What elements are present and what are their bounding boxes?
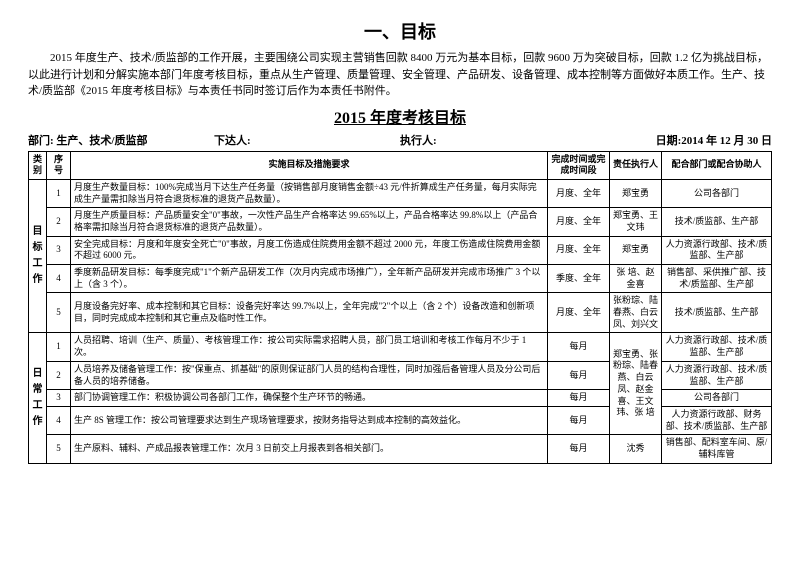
th-seq: 序号 xyxy=(47,151,71,179)
cell-resp: 沈秀 xyxy=(610,435,662,463)
cell-seq: 3 xyxy=(47,390,71,407)
meta-issuer: 下达人: xyxy=(214,132,400,148)
cell-coop: 销售部、配料室车间、原/辅料库管 xyxy=(662,435,772,463)
meta-date: 日期:2014 年 12 月 30 日 xyxy=(586,132,772,148)
cell-seq: 2 xyxy=(47,361,71,389)
cell-seq: 4 xyxy=(47,406,71,434)
cell-coop: 公司各部门 xyxy=(662,179,772,207)
meta-row: 部门: 生产、技术/质监部 下达人: 执行人: 日期:2014 年 12 月 3… xyxy=(28,132,772,148)
cell-desc: 季度新品研发目标：每季度完成"1"个新产品研发工作（次月内完成市场推广），全年新… xyxy=(71,265,548,293)
table-body: 目标工作1月度生产数量目标：100%完成当月下达生产任务量（按销售部月度销售金额… xyxy=(29,179,772,463)
cell-time: 每月 xyxy=(548,390,610,407)
intro-paragraph: 2015 年度生产、技术/质监部的工作开展，主要围绕公司实现主营销售回款 840… xyxy=(28,50,772,100)
cell-desc: 月度生产质量目标：产品质量安全"0"事故，一次性产品生产合格率达 99.65%以… xyxy=(71,208,548,236)
table-row: 目标工作1月度生产数量目标：100%完成当月下达生产任务量（按销售部月度销售金额… xyxy=(29,179,772,207)
cell-seq: 1 xyxy=(47,179,71,207)
cell-time: 每月 xyxy=(548,406,610,434)
cell-coop: 销售部、采供推广部、技术/质监部、生产部 xyxy=(662,265,772,293)
cell-seq: 5 xyxy=(47,293,71,333)
cell-time: 每月 xyxy=(548,333,610,361)
table-row: 5月度设备完好率、成本控制和其它目标：设备完好率达 99.7%以上，全年完成"2… xyxy=(29,293,772,333)
cell-desc: 人员培养及储备管理工作：按"保重点、抓基础"的原则保证部门人员的结构合理性，同时… xyxy=(71,361,548,389)
cell-coop: 人力资源行政部、技术/质监部、生产部 xyxy=(662,361,772,389)
meta-executor: 执行人: xyxy=(400,132,586,148)
th-desc: 实施目标及措施要求 xyxy=(71,151,548,179)
cell-desc: 部门协调管理工作：积极协调公司各部门工作，确保整个生产环节的畅通。 xyxy=(71,390,548,407)
cell-resp: 郑宝勇 xyxy=(610,179,662,207)
table-row: 2月度生产质量目标：产品质量安全"0"事故，一次性产品生产合格率达 99.65%… xyxy=(29,208,772,236)
cell-desc: 生产原料、辅料、产成品报表管理工作：次月 3 日前交上月报表到各相关部门。 xyxy=(71,435,548,463)
cell-seq: 3 xyxy=(47,236,71,264)
category-cell: 日常工作 xyxy=(29,333,47,463)
table-row: 日常工作1人员招聘、培训（生产、质量）、考核管理工作：按公司实际需求招聘人员，部… xyxy=(29,333,772,361)
cell-desc: 安全完成目标：月度和年度安全死亡"0"事故，月度工伤造成住院费用金额不超过 20… xyxy=(71,236,548,264)
table-row: 4季度新品研发目标：每季度完成"1"个新产品研发工作（次月内完成市场推广），全年… xyxy=(29,265,772,293)
cell-seq: 1 xyxy=(47,333,71,361)
cell-desc: 人员招聘、培训（生产、质量）、考核管理工作：按公司实际需求招聘人员，部门员工培训… xyxy=(71,333,548,361)
goals-table: 类别 序号 实施目标及措施要求 完成时间或完成时间段 责任执行人 配合部门或配合… xyxy=(28,151,772,464)
cell-coop: 人力资源行政部、技术/质监部、生产部 xyxy=(662,333,772,361)
cell-coop: 公司各部门 xyxy=(662,390,772,407)
cell-time: 每月 xyxy=(548,361,610,389)
table-header-row: 类别 序号 实施目标及措施要求 完成时间或完成时间段 责任执行人 配合部门或配合… xyxy=(29,151,772,179)
category-cell: 目标工作 xyxy=(29,179,47,333)
th-resp: 责任执行人 xyxy=(610,151,662,179)
cell-coop: 人力资源行政部、技术/质监部、生产部 xyxy=(662,236,772,264)
th-coop: 配合部门或配合协助人 xyxy=(662,151,772,179)
cell-time: 每月 xyxy=(548,435,610,463)
cell-time: 月度、全年 xyxy=(548,293,610,333)
cell-desc: 生产 8S 管理工作：按公司管理要求达到生产现场管理要求，按财务指导达到成本控制… xyxy=(71,406,548,434)
meta-dept: 部门: 生产、技术/质监部 xyxy=(28,132,214,148)
cell-resp: 张粉琮、陆春燕、白云凤、刘兴文 xyxy=(610,293,662,333)
cell-seq: 4 xyxy=(47,265,71,293)
cell-resp: 郑宝勇、王文玮 xyxy=(610,208,662,236)
cell-time: 月度、全年 xyxy=(548,179,610,207)
cell-desc: 月度设备完好率、成本控制和其它目标：设备完好率达 99.7%以上，全年完成"2"… xyxy=(71,293,548,333)
cell-resp: 郑宝勇、张粉琮、陆春燕、白云凤、赵金喜、王文玮、张 培 xyxy=(610,333,662,435)
cell-seq: 2 xyxy=(47,208,71,236)
cell-coop: 技术/质监部、生产部 xyxy=(662,208,772,236)
cell-time: 月度、全年 xyxy=(548,236,610,264)
main-title: 一、目标 xyxy=(28,18,772,44)
table-row: 3安全完成目标：月度和年度安全死亡"0"事故，月度工伤造成住院费用金额不超过 2… xyxy=(29,236,772,264)
th-category: 类别 xyxy=(29,151,47,179)
sub-title: 2015 年度考核目标 xyxy=(28,104,772,128)
cell-desc: 月度生产数量目标：100%完成当月下达生产任务量（按销售部月度销售金额÷43 元… xyxy=(71,179,548,207)
cell-time: 月度、全年 xyxy=(548,208,610,236)
cell-seq: 5 xyxy=(47,435,71,463)
cell-resp: 郑宝勇 xyxy=(610,236,662,264)
table-row: 5生产原料、辅料、产成品报表管理工作：次月 3 日前交上月报表到各相关部门。每月… xyxy=(29,435,772,463)
th-time: 完成时间或完成时间段 xyxy=(548,151,610,179)
cell-time: 季度、全年 xyxy=(548,265,610,293)
cell-coop: 技术/质监部、生产部 xyxy=(662,293,772,333)
cell-coop: 人力资源行政部、财务部、技术/质监部、生产部 xyxy=(662,406,772,434)
cell-resp: 张 培、赵金喜 xyxy=(610,265,662,293)
